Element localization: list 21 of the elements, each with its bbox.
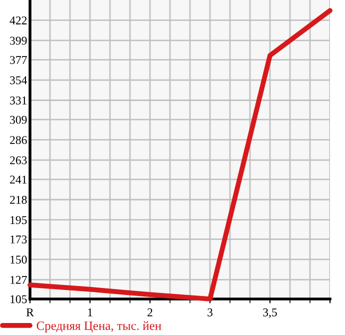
y-tick-label: 399	[10, 36, 27, 45]
y-tick-label: 195	[10, 216, 27, 224]
x-tick-label: 1	[88, 308, 92, 316]
x-tick-label: 2	[148, 308, 152, 316]
y-tick-label: 422	[10, 16, 27, 24]
x-tick-label: R	[26, 308, 34, 316]
y-tick-label: 354	[10, 76, 28, 84]
y-tick-label: 218	[10, 196, 27, 204]
y-tick-label: 263	[10, 156, 27, 164]
y-tick-label: 173	[10, 235, 27, 244]
x-tick-label: 3	[208, 308, 212, 316]
y-tick-label: 377	[10, 56, 27, 64]
legend-label: Средняя Цена, тыс. йен	[36, 321, 162, 332]
y-tick-label: 150	[10, 256, 27, 264]
y-tick-label: 127	[10, 276, 27, 284]
y-tick-label: 105	[10, 295, 27, 304]
y-tick-label: 241	[10, 176, 27, 184]
y-tick-label: 331	[10, 96, 27, 104]
x-tick-label: 3,5	[263, 308, 277, 318]
y-tick-label: 286	[10, 136, 27, 144]
y-tick-label: 309	[10, 116, 27, 124]
